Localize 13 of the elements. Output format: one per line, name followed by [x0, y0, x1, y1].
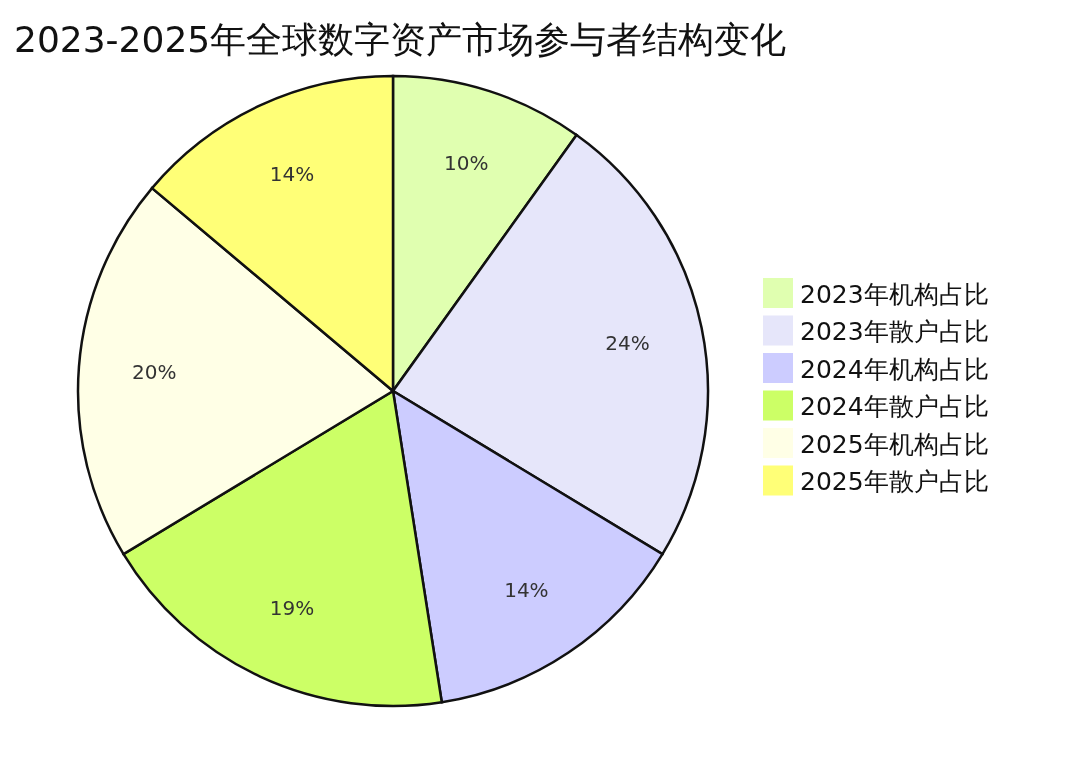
- legend-label: 2025年机构占比: [800, 429, 989, 459]
- legend-label: 2024年散户占比: [800, 392, 989, 421]
- data-label: 14%: [504, 577, 549, 602]
- legend-label: 2024年机构占比: [800, 354, 989, 384]
- data-label: 14%: [269, 161, 315, 186]
- data-label: 24%: [605, 330, 650, 355]
- data-label: 19%: [269, 596, 315, 621]
- data-label: 10%: [444, 151, 489, 176]
- legend-label: 2023年散户占比: [800, 317, 989, 346]
- chart-title: 2023-2025年全球数字资产市场参与者结构变化: [14, 19, 787, 60]
- data-label: 20%: [132, 360, 177, 385]
- legend-label: 2023年机构占比: [800, 279, 989, 309]
- legend-label: 2025年散户占比: [800, 467, 989, 496]
